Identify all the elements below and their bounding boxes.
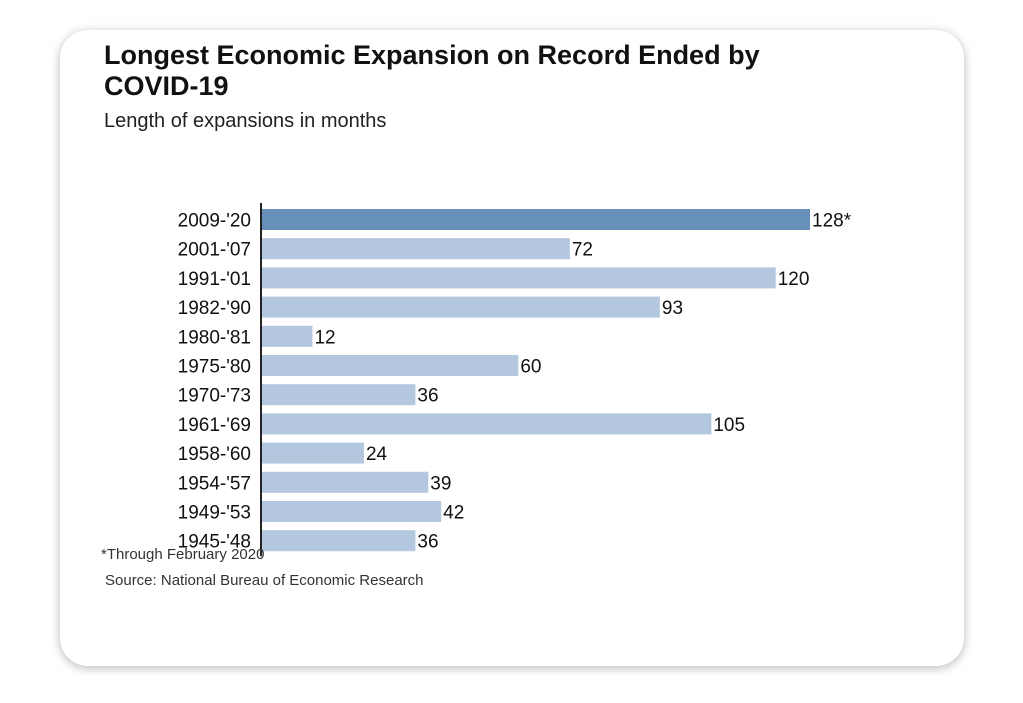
category-label: 2001-'07	[178, 240, 251, 261]
value-label: 72	[572, 240, 593, 261]
value-label: 105	[713, 415, 745, 436]
category-label: 1945-'48	[178, 532, 251, 553]
category-label: 1961-'69	[178, 415, 251, 436]
bar	[261, 238, 570, 260]
bar	[261, 355, 519, 376]
value-label: 60	[520, 357, 541, 378]
source-note: Source: National Bureau of Economic Rese…	[105, 572, 424, 589]
chart-subtitle: Length of expansions in months	[104, 110, 387, 132]
bar	[261, 267, 776, 289]
value-label: 39	[430, 473, 451, 494]
category-label: 1991-'01	[178, 269, 251, 290]
category-label: 2009-'20	[178, 211, 251, 232]
bar	[261, 325, 313, 347]
bar	[261, 501, 442, 522]
bar	[261, 442, 364, 464]
category-label: 1970-'73	[178, 386, 251, 407]
category-label: 1982-'90	[178, 298, 251, 319]
category-label: 1949-'53	[178, 503, 251, 524]
chart-card	[60, 30, 964, 666]
category-label: 1954-'57	[178, 473, 251, 494]
chart-title: Longest Economic Expansion on Record End…	[104, 40, 760, 101]
bar	[261, 209, 810, 230]
value-label: 36	[417, 386, 438, 407]
bar	[261, 530, 416, 552]
category-label: 1980-'81	[178, 327, 251, 348]
category-label: 1975-'80	[178, 357, 251, 378]
category-label: 1958-'60	[178, 444, 251, 465]
bar	[261, 384, 416, 406]
bar	[261, 296, 660, 318]
bar	[261, 413, 712, 435]
value-label: 120	[778, 269, 810, 290]
value-label: 128*	[812, 211, 852, 232]
footnote: *Through February 2020	[101, 546, 265, 563]
value-label: 42	[443, 503, 464, 524]
bar	[261, 471, 429, 493]
value-label: 12	[314, 327, 335, 348]
value-label: 93	[662, 298, 683, 319]
value-label: 24	[366, 444, 388, 465]
value-label: 36	[417, 532, 438, 553]
